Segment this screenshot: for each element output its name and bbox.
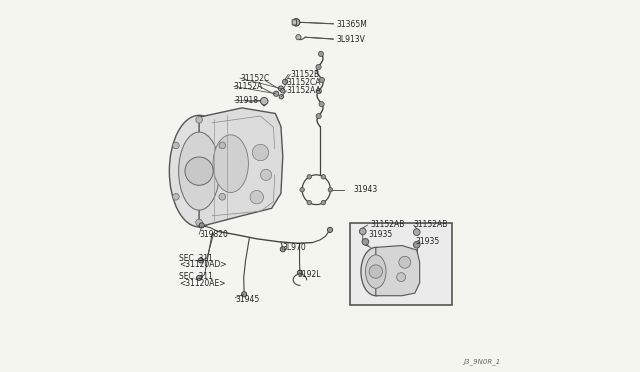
Circle shape [280,247,285,252]
Circle shape [280,89,285,93]
Text: 31152A: 31152A [234,82,263,91]
Circle shape [319,77,324,83]
Circle shape [307,201,312,205]
Circle shape [296,35,301,40]
Text: SEC. 311: SEC. 311 [179,254,213,263]
Circle shape [369,265,383,278]
Text: <31120AD>: <31120AD> [179,260,227,269]
Text: J3_9N0R_1: J3_9N0R_1 [463,358,500,365]
Text: 31152CA: 31152CA [287,78,321,87]
Circle shape [298,270,303,275]
Circle shape [318,51,324,57]
Circle shape [219,193,226,200]
Circle shape [316,89,321,94]
Ellipse shape [365,255,386,288]
Circle shape [252,144,269,161]
Circle shape [316,64,321,70]
Ellipse shape [213,135,248,193]
Circle shape [185,157,213,185]
Bar [349,223,452,305]
Text: 31935: 31935 [369,230,392,239]
Circle shape [260,169,271,180]
Text: 31152AB: 31152AB [413,220,447,229]
FancyBboxPatch shape [292,20,296,25]
Circle shape [241,292,246,297]
Circle shape [413,241,420,248]
Circle shape [199,223,204,228]
Text: 31152C: 31152C [240,74,269,83]
Circle shape [196,275,202,280]
Text: 31943: 31943 [353,185,378,194]
Circle shape [399,256,411,268]
Circle shape [173,193,179,200]
Text: SEC. 311: SEC. 311 [179,272,213,281]
Circle shape [278,86,284,91]
Text: <31120AE>: <31120AE> [179,279,226,288]
Circle shape [300,187,305,192]
Text: 31918: 31918 [234,96,259,105]
Circle shape [307,174,312,179]
Circle shape [292,19,300,26]
Text: 31945: 31945 [235,295,259,304]
Ellipse shape [170,115,229,227]
Circle shape [273,91,278,96]
Circle shape [282,79,287,84]
Text: 3L970: 3L970 [282,243,306,252]
Circle shape [413,229,420,235]
Circle shape [279,94,284,99]
Ellipse shape [361,247,390,296]
Text: 319820: 319820 [199,230,228,239]
Circle shape [198,258,204,263]
Circle shape [260,97,268,105]
Circle shape [321,174,326,179]
Polygon shape [199,108,283,227]
Circle shape [316,113,321,119]
Circle shape [321,201,326,205]
Text: 31152AA: 31152AA [287,86,321,95]
Text: 31365M: 31365M [337,20,367,29]
Text: 31935: 31935 [415,237,440,246]
Polygon shape [376,246,420,296]
Circle shape [362,238,369,245]
Text: 31152B: 31152B [291,70,319,79]
Circle shape [328,227,333,232]
Circle shape [328,187,333,192]
Ellipse shape [179,132,220,210]
Text: 3L913V: 3L913V [337,35,365,44]
Text: 31152AB: 31152AB [370,220,404,229]
Circle shape [397,273,406,282]
Circle shape [173,142,179,149]
Circle shape [196,219,202,226]
Circle shape [250,190,264,204]
Circle shape [219,142,226,149]
Circle shape [319,102,324,107]
Circle shape [196,116,202,123]
Circle shape [360,228,366,235]
Text: 3192L: 3192L [297,270,321,279]
